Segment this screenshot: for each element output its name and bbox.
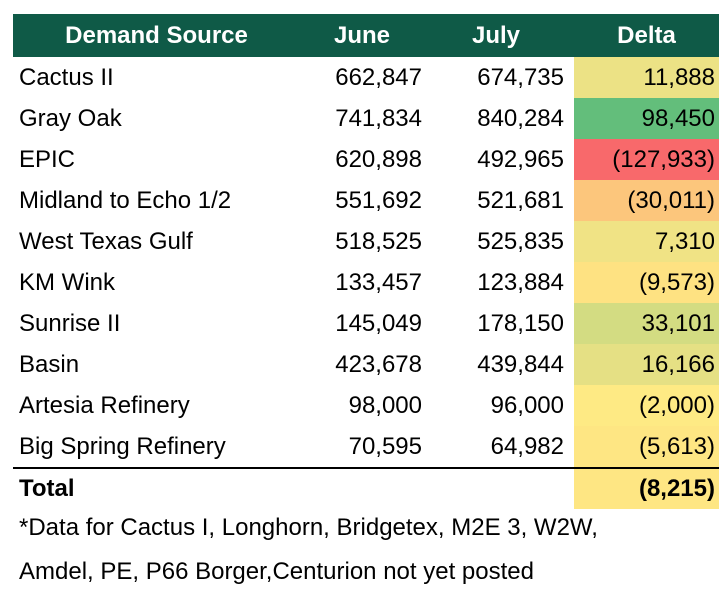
row-delta: (127,933) <box>574 139 719 180</box>
total-label: Total <box>19 475 75 502</box>
row-june: 98,000 <box>348 391 422 419</box>
row-june: 423,678 <box>335 350 422 378</box>
row-july: 178,150 <box>477 309 564 337</box>
row-source: KM Wink <box>19 268 115 296</box>
row-source: Gray Oak <box>19 104 122 132</box>
row-july: 674,735 <box>477 63 564 91</box>
row-june: 662,847 <box>335 63 422 91</box>
row-delta: 7,310 <box>574 221 719 262</box>
row-june: 133,457 <box>335 268 422 296</box>
header-july: July <box>471 21 521 49</box>
row-source: Cactus II <box>19 63 114 91</box>
row-july: 96,000 <box>490 391 564 419</box>
table-row: Big Spring Refinery 70,595 64,982 (5,613) <box>13 426 719 467</box>
table-row: Midland to Echo 1/2 551,692 521,681 (30,011… <box>13 180 719 221</box>
row-delta: 33,101 <box>574 303 719 344</box>
row-source: Artesia Refinery <box>19 391 190 419</box>
footnote-line-2: Amdel, PE, P66 Borger,Centurion not yet … <box>19 558 534 585</box>
row-delta: (2,000) <box>574 385 719 426</box>
row-july: 521,681 <box>477 186 564 214</box>
row-july: 840,284 <box>477 104 564 132</box>
row-source: West Texas Gulf <box>19 227 193 255</box>
row-source: EPIC <box>19 145 76 173</box>
table-row: Basin 423,678 439,844 16,166 <box>13 344 719 385</box>
header-june: June <box>333 21 390 49</box>
row-june: 741,834 <box>335 104 422 132</box>
table-row: Artesia Refinery 98,000 96,000 (2,000) <box>13 385 719 426</box>
row-source: Sunrise II <box>19 309 121 337</box>
row-delta: (30,011) <box>574 180 719 221</box>
footnote-line-1: *Data for Cactus I, Longhorn, Bridgetex,… <box>19 514 598 541</box>
row-july: 439,844 <box>477 350 564 378</box>
total-row: Total (8,215) <box>13 467 719 509</box>
row-july: 64,982 <box>490 432 564 460</box>
table-row: Sunrise II 145,049 178,150 33,101 <box>13 303 719 344</box>
table-row: KM Wink 133,457 123,884 (9,573) <box>13 262 719 303</box>
table-row: Gray Oak 741,834 840,284 98,450 <box>13 98 719 139</box>
header-demand-source: Demand Source <box>65 21 248 49</box>
table-row: Cactus II 662,847 674,735 11,888 <box>13 57 719 98</box>
row-june: 518,525 <box>335 227 422 255</box>
header-delta: Delta <box>617 21 676 49</box>
row-source: Midland to Echo 1/2 <box>19 186 232 214</box>
row-june: 551,692 <box>335 186 422 214</box>
row-june: 145,049 <box>335 309 422 337</box>
row-delta: 98,450 <box>574 98 719 139</box>
row-june: 620,898 <box>335 145 422 173</box>
row-july: 123,884 <box>477 268 564 296</box>
row-delta: (5,613) <box>574 426 719 467</box>
table-header: Demand Source June July Delta <box>13 14 719 57</box>
row-july: 492,965 <box>477 145 564 173</box>
row-july: 525,835 <box>477 227 564 255</box>
row-delta: 16,166 <box>574 344 719 385</box>
demand-table: Demand Source June July Delta Cactus II 6… <box>13 14 719 509</box>
row-june: 70,595 <box>348 432 422 460</box>
footnote: *Data for Cactus I, Longhorn, Bridgetex,… <box>19 506 719 594</box>
row-source: Big Spring Refinery <box>19 432 226 460</box>
total-delta: (8,215) <box>574 469 719 509</box>
table-body: Cactus II 662,847 674,735 11,888 Gray Oak 741… <box>13 57 719 467</box>
table-row: EPIC 620,898 492,965 (127,933) <box>13 139 719 180</box>
row-delta: 11,888 <box>574 57 719 98</box>
row-delta: (9,573) <box>574 262 719 303</box>
table-row: West Texas Gulf 518,525 525,835 7,310 <box>13 221 719 262</box>
row-source: Basin <box>19 350 80 378</box>
